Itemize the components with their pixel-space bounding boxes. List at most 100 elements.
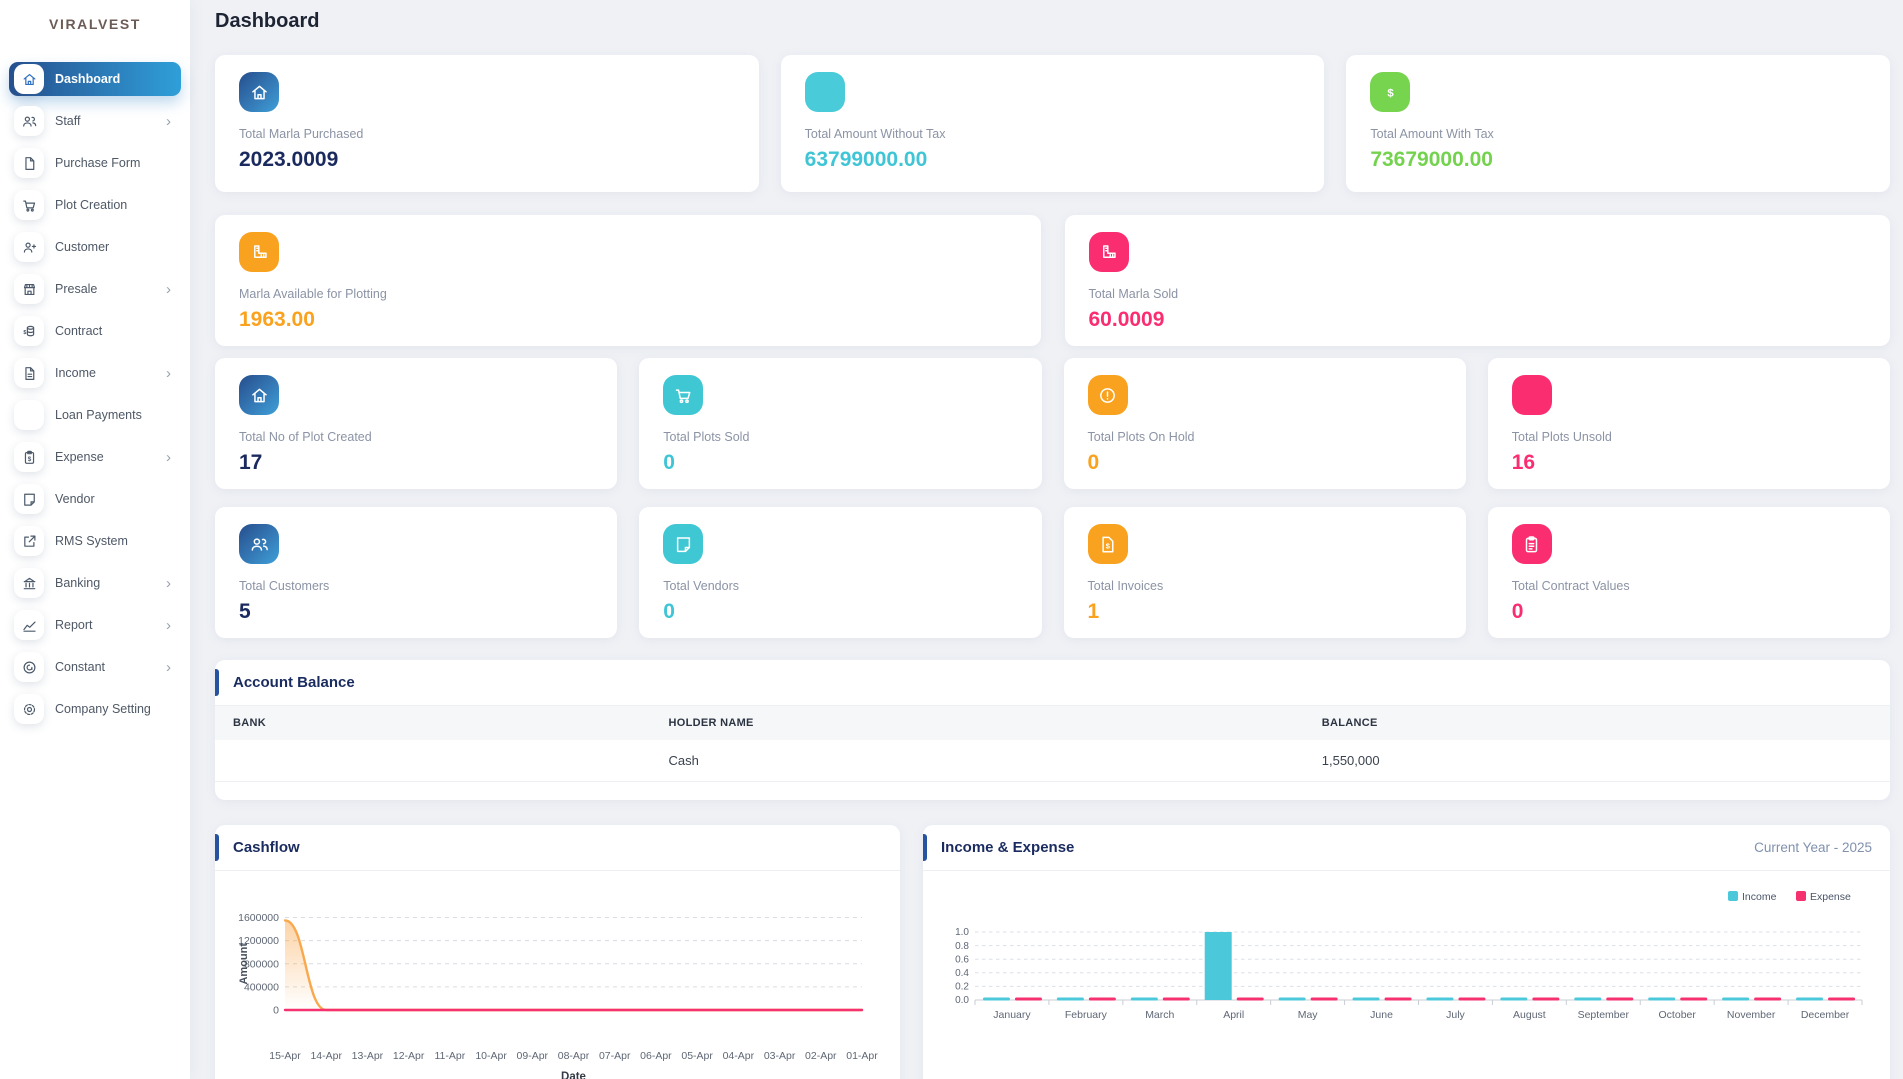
- store-icon: [14, 274, 44, 304]
- stat-card-marla-available-for-plotting[interactable]: Marla Available for Plotting 1963.00: [215, 215, 1041, 346]
- cashflow-chart[interactable]: 0 400000 800000 1200000 1600000 15-Apr 14-Apr 1…: [215, 871, 900, 1079]
- svg-text:0.6: 0.6: [955, 954, 969, 965]
- stat-value: 0: [1511, 600, 1524, 623]
- stat-value: 5: [239, 600, 251, 623]
- cell-bank: [215, 740, 651, 782]
- sidebar-item-banking[interactable]: Banking ›: [9, 566, 181, 600]
- account-balance-table: BANK HOLDER NAME BALANCE Cash 1,550,000: [215, 706, 1890, 782]
- income-expense-chart[interactable]: 0.0 0.2 0.4 0.6 0.8 1.0 January February March Ap…: [923, 871, 1890, 1079]
- svg-text:04-Apr: 04-Apr: [723, 1050, 755, 1062]
- sidebar-item-company-setting[interactable]: Company Setting: [9, 692, 181, 726]
- sidebar-item-purchase-form[interactable]: Purchase Form: [9, 146, 181, 180]
- stat-value: 0: [1087, 451, 1100, 474]
- sidebar-item-label: Loan Payments: [55, 408, 142, 422]
- sidebar-item-label: Dashboard: [55, 72, 121, 86]
- stat-label: Total Marla Sold: [1088, 287, 1179, 301]
- chart-icon: [14, 610, 44, 640]
- svg-text:01-Apr: 01-Apr: [846, 1050, 878, 1062]
- home-icon: [14, 64, 44, 94]
- stat-row-1: Total Marla Purchased 2023.0009 Total Am…: [215, 55, 1890, 192]
- ruler-icon: [239, 232, 279, 272]
- svg-text:05-Apr: 05-Apr: [681, 1050, 713, 1062]
- stat-label: Marla Available for Plotting: [239, 287, 387, 301]
- stat-label: Total Contract Values: [1511, 579, 1630, 593]
- sidebar-item-label: Vendor: [55, 492, 95, 506]
- sidebar-item-report[interactable]: Report ›: [9, 608, 181, 642]
- sidebar-item-expense[interactable]: $ Expense ›: [9, 440, 181, 474]
- svg-text:0.8: 0.8: [955, 941, 969, 952]
- sidebar-item-contract[interactable]: $ Contract: [9, 314, 181, 348]
- ruler-icon: [1088, 232, 1129, 272]
- sidebar-item-constant[interactable]: Constant ›: [9, 650, 181, 684]
- alert-circle-icon: [1087, 375, 1128, 415]
- svg-text:$: $: [23, 330, 26, 336]
- note-icon: [14, 484, 44, 514]
- sidebar-item-label: Contract: [55, 324, 103, 338]
- sidebar-item-rms-system[interactable]: RMS System: [9, 524, 181, 558]
- svg-text:1200000: 1200000: [238, 935, 279, 947]
- stat-card-total-amount-with-tax[interactable]: $ Total Amount With Tax 73679000.00: [1346, 55, 1890, 192]
- clipboard-dollar-icon: $: [14, 442, 44, 472]
- users-icon: [239, 524, 279, 564]
- sidebar-item-label: Purchase Form: [55, 156, 141, 170]
- svg-text:May: May: [1298, 1009, 1319, 1021]
- sidebar-item-plot-creation[interactable]: Plot Creation: [9, 188, 181, 222]
- stat-label: Total Marla Purchased: [239, 127, 364, 141]
- sidebar-item-presale[interactable]: Presale ›: [9, 272, 181, 306]
- sidebar-nav: Dashboard Staff › Purchase Form Plot Cre…: [0, 62, 190, 726]
- stat-card-total-plots-sold[interactable]: Total Plots Sold 0: [639, 358, 1042, 489]
- svg-text:$: $: [1106, 541, 1111, 550]
- stat-card-total-contract-values[interactable]: Total Contract Values 0: [1487, 507, 1890, 638]
- sidebar-item-customer[interactable]: Customer: [9, 230, 181, 264]
- stat-card-total-vendors[interactable]: Total Vendors 0: [639, 507, 1042, 638]
- svg-text:November: November: [1727, 1009, 1776, 1021]
- cashflow-header: Cashflow: [215, 825, 900, 871]
- invoice-icon: $: [1087, 524, 1128, 564]
- stat-value: 1: [1087, 600, 1100, 623]
- income-expense-header: Income & Expense Current Year - 2025: [923, 825, 1890, 871]
- stat-card-total-marla-sold[interactable]: Total Marla Sold 60.0009: [1064, 215, 1890, 346]
- cart-icon: [14, 190, 44, 220]
- stat-value: 1963.00: [239, 308, 315, 331]
- svg-text:0.2: 0.2: [955, 982, 969, 993]
- coins-icon: $: [14, 316, 44, 346]
- svg-text:January: January: [993, 1009, 1031, 1021]
- stat-card-total-no-of-plot-created[interactable]: Total No of Plot Created 17: [215, 358, 618, 489]
- stat-card-total-plots-on-hold[interactable]: Total Plots On Hold 0: [1063, 358, 1466, 489]
- svg-text:400000: 400000: [244, 981, 279, 993]
- home-icon: [239, 72, 279, 112]
- stat-label: Total Plots Unsold: [1511, 430, 1612, 444]
- account-balance-title: Account Balance: [233, 674, 355, 691]
- users-icon: [14, 106, 44, 136]
- svg-text:February: February: [1065, 1009, 1108, 1021]
- stat-card-total-plots-unsold[interactable]: Total Plots Unsold 16: [1487, 358, 1890, 489]
- table-row: Cash 1,550,000: [215, 740, 1890, 782]
- stat-value: 60.0009: [1088, 308, 1165, 331]
- sidebar-item-income[interactable]: Income ›: [9, 356, 181, 390]
- stat-card-total-amount-without-tax[interactable]: Total Amount Without Tax 63799000.00: [780, 55, 1325, 192]
- sidebar-item-dashboard[interactable]: Dashboard: [9, 62, 181, 96]
- svg-text:10-Apr: 10-Apr: [475, 1050, 507, 1062]
- blank-icon: [804, 72, 845, 112]
- stat-value: 0: [663, 600, 675, 623]
- svg-text:Income: Income: [1742, 891, 1777, 903]
- sidebar-item-loan-payments[interactable]: Loan Payments: [9, 398, 181, 432]
- chevron-right-icon: ›: [166, 658, 171, 676]
- stat-card-total-invoices[interactable]: $ Total Invoices 1: [1063, 507, 1466, 638]
- sidebar-item-label: Banking: [55, 576, 101, 590]
- sidebar-item-staff[interactable]: Staff ›: [9, 104, 181, 138]
- charts-row: Cashflow 0 400000 800000 1200000 1600000 15-A…: [215, 825, 1890, 1079]
- stat-label: Total No of Plot Created: [239, 430, 372, 444]
- stat-value: 17: [239, 451, 263, 474]
- home-icon: [239, 375, 279, 415]
- svg-text:Date: Date: [561, 1071, 586, 1079]
- stat-row-2: Marla Available for Plotting 1963.00 Tot…: [215, 215, 1890, 346]
- stat-card-total-marla-purchased[interactable]: Total Marla Purchased 2023.0009: [215, 55, 759, 192]
- stat-label: Total Vendors: [663, 579, 739, 593]
- cell-holder-name: Cash: [650, 740, 1304, 782]
- disc-icon: [14, 652, 44, 682]
- sidebar-item-vendor[interactable]: Vendor: [9, 482, 181, 516]
- table-header-row: BANK HOLDER NAME BALANCE: [215, 706, 1890, 740]
- stat-card-total-customers[interactable]: Total Customers 5: [215, 507, 618, 638]
- svg-text:13-Apr: 13-Apr: [352, 1050, 384, 1062]
